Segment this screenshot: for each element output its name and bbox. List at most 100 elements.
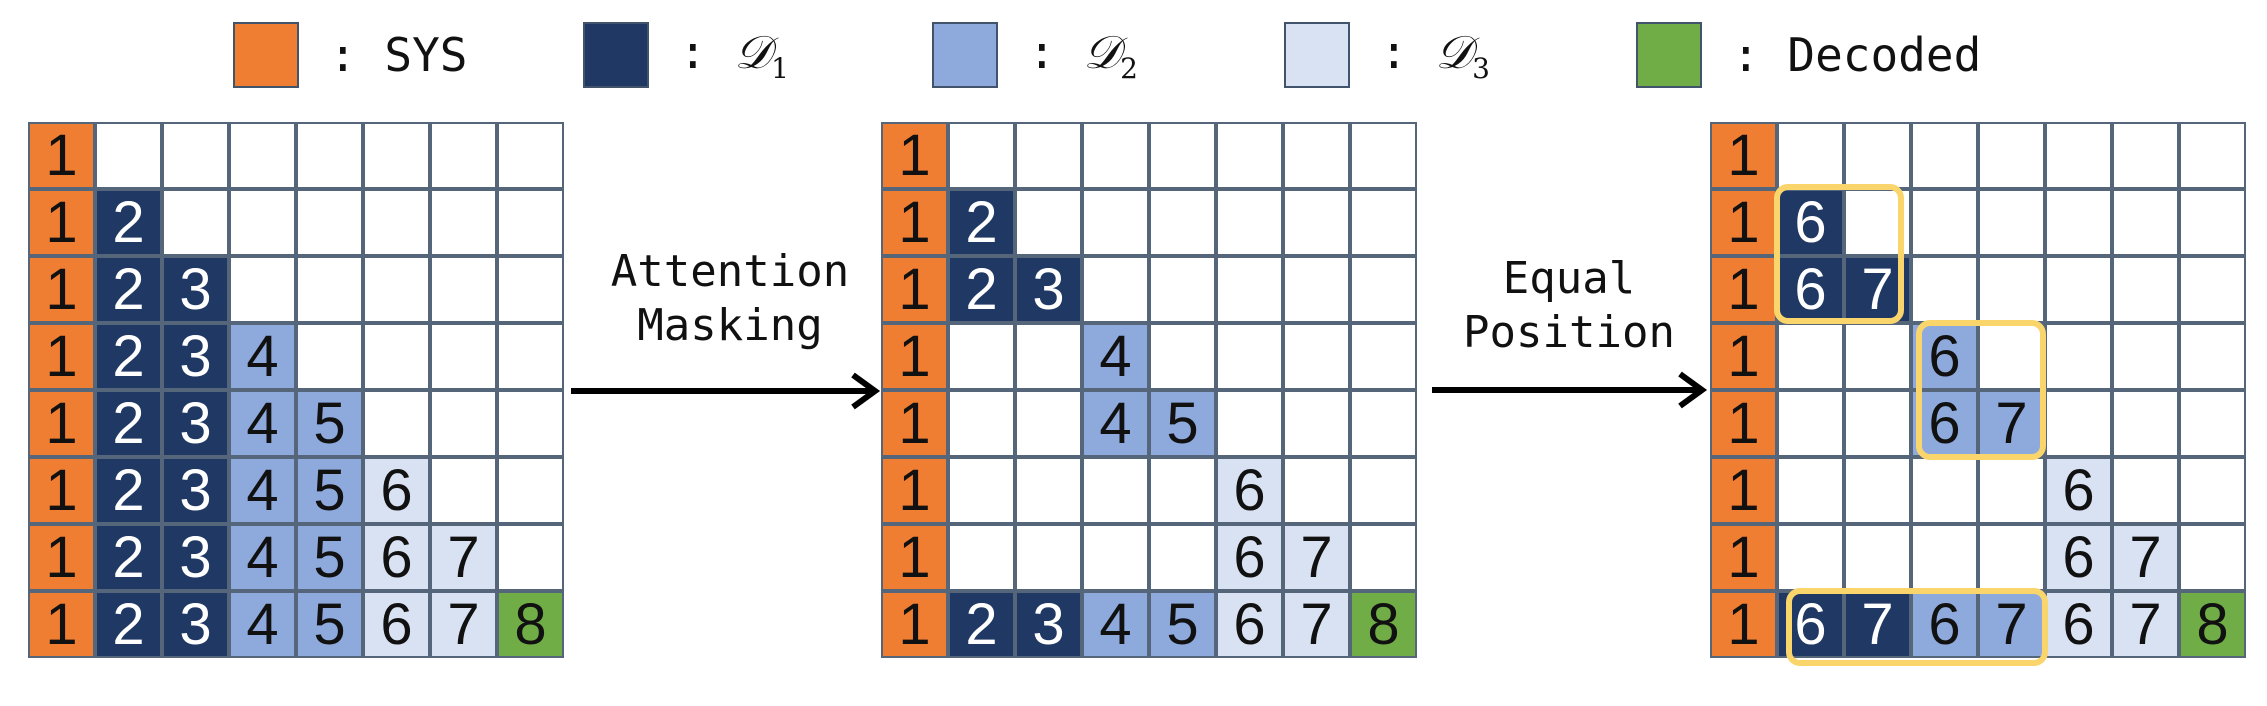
matrix-cell <box>497 524 564 591</box>
matrix-cell: 7 <box>1844 591 1911 658</box>
matrix-cell <box>1978 189 2045 256</box>
matrix-cell: 3 <box>162 524 229 591</box>
matrix-cell: 1 <box>881 256 948 323</box>
matrix-cell <box>1082 524 1149 591</box>
matrix-cell <box>430 122 497 189</box>
matrix-cell <box>1844 524 1911 591</box>
matrix-cell: 1 <box>881 189 948 256</box>
matrix-cell: 1 <box>28 323 95 390</box>
matrix-cell: 7 <box>2112 591 2179 658</box>
matrix-cell <box>1149 524 1216 591</box>
matrix-cell <box>1911 256 1978 323</box>
matrix-cell: 2 <box>948 256 1015 323</box>
matrix-cell <box>1149 122 1216 189</box>
matrix-cell <box>296 323 363 390</box>
legend: : SYS : 𝒟1 : 𝒟2 : 𝒟3 : Decoded <box>0 0 2267 110</box>
matrix-cell: 2 <box>95 323 162 390</box>
matrix-cell <box>1015 457 1082 524</box>
legend-item-d3: : 𝒟3 <box>1284 20 1490 90</box>
matrix-cell: 2 <box>95 524 162 591</box>
matrix-cell: 6 <box>1911 591 1978 658</box>
matrix-cell <box>1350 390 1417 457</box>
matrix-cell: 5 <box>1149 390 1216 457</box>
legend-swatch-decoded <box>1636 22 1702 88</box>
matrix-cell <box>2112 256 2179 323</box>
matrix-cell: 1 <box>28 122 95 189</box>
matrix-cell <box>1149 189 1216 256</box>
matrix-cell: 1 <box>881 323 948 390</box>
matrix-cell: 4 <box>1082 390 1149 457</box>
matrix-cell <box>2045 122 2112 189</box>
matrix-cell: 6 <box>363 457 430 524</box>
matrix-cell: 2 <box>948 591 1015 658</box>
matrix-cell: 2 <box>95 390 162 457</box>
matrix-cell <box>1082 256 1149 323</box>
arrow-equal-position: Equal Position <box>1428 252 1710 410</box>
matrix-cell: 2 <box>95 189 162 256</box>
matrix-cell <box>1283 122 1350 189</box>
matrix-cell: 1 <box>1710 591 1777 658</box>
matrix-cell <box>497 256 564 323</box>
matrix-cell <box>2112 189 2179 256</box>
matrix-cell: 2 <box>95 256 162 323</box>
matrix-cell: 6 <box>363 591 430 658</box>
matrix-cell: 3 <box>1015 256 1082 323</box>
matrix-cell <box>948 323 1015 390</box>
matrix-cell <box>1350 323 1417 390</box>
arrow-label-line1: Attention <box>610 246 850 297</box>
matrix-cell <box>2112 323 2179 390</box>
matrix-cell: 1 <box>881 390 948 457</box>
matrix-cell: 1 <box>1710 524 1777 591</box>
matrix-cell: 5 <box>296 457 363 524</box>
matrix-cell: 5 <box>296 524 363 591</box>
right-arrow-icon <box>571 372 881 410</box>
legend-swatch-d1 <box>583 22 649 88</box>
matrix-cell <box>363 122 430 189</box>
matrix-cell <box>2179 189 2246 256</box>
matrix-cell: 2 <box>948 189 1015 256</box>
matrix-cell <box>497 457 564 524</box>
legend-item-sys: : SYS <box>233 20 468 90</box>
legend-label-d1: 𝒟 <box>734 24 772 79</box>
matrix-cell <box>1350 457 1417 524</box>
matrix-cell <box>229 189 296 256</box>
matrix-cell: 4 <box>229 323 296 390</box>
matrix-cell: 3 <box>1015 591 1082 658</box>
matrix-cell <box>948 122 1015 189</box>
matrix-cell: 1 <box>28 591 95 658</box>
matrix-cell <box>1216 122 1283 189</box>
matrix-cell <box>2179 122 2246 189</box>
matrix-cell <box>363 323 430 390</box>
matrix-cell <box>1216 390 1283 457</box>
matrix-cell: 8 <box>497 591 564 658</box>
matrix-cell <box>1911 524 1978 591</box>
matrix-cell <box>2045 256 2112 323</box>
matrix-cell <box>1149 256 1216 323</box>
legend-sub-d3: 3 <box>1472 52 1490 86</box>
matrix-cell: 6 <box>2045 524 2112 591</box>
arrow-label-line1: Equal <box>1502 253 1636 304</box>
matrix-cell <box>1216 256 1283 323</box>
legend-separator: : <box>1380 24 1408 79</box>
matrix-cell <box>430 323 497 390</box>
matrix-cell: 6 <box>1216 591 1283 658</box>
matrix-cell: 4 <box>229 591 296 658</box>
matrix-cell <box>1082 457 1149 524</box>
matrix-cell <box>363 390 430 457</box>
matrix-cell <box>1015 524 1082 591</box>
matrix-cell <box>497 122 564 189</box>
matrix-cell <box>1015 122 1082 189</box>
matrix-cell: 6 <box>2045 591 2112 658</box>
matrix-cell: 1 <box>28 524 95 591</box>
matrix-cell: 7 <box>1978 390 2045 457</box>
highlight-box-d2 <box>1916 320 2046 460</box>
matrix-cell <box>430 457 497 524</box>
matrix-cell <box>2179 256 2246 323</box>
matrix-cell <box>1350 256 1417 323</box>
matrix-cell <box>497 390 564 457</box>
matrix-cell <box>1283 323 1350 390</box>
matrix-cell <box>2179 524 2246 591</box>
matrix-cell: 6 <box>1777 256 1844 323</box>
